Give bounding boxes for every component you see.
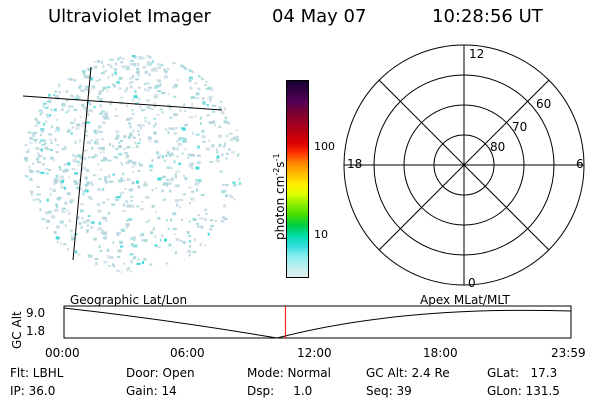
colorbar-tick-100: 100 — [314, 140, 335, 153]
gc-alt-field: GC Alt: 2.4 Re — [366, 366, 450, 380]
colorbar-label-s: s — [273, 161, 287, 168]
ip-field: IP: 36.0 — [10, 384, 56, 398]
colorbar-tick-10: 10 — [314, 228, 328, 241]
gain-field: Gain: 14 — [126, 384, 177, 398]
colorbar-gradient — [287, 81, 308, 277]
colorbar — [286, 80, 309, 278]
timeline-frame — [63, 305, 572, 339]
mlt-label-12: 12 — [469, 47, 485, 61]
mlt-label-18: 18 — [347, 157, 363, 171]
y-tick-1-8: 1.8 — [26, 324, 46, 338]
x-tick-0000: 00:00 — [45, 346, 80, 360]
observation-date: 04 May 07 — [272, 6, 367, 27]
uv-image-dots — [23, 55, 242, 273]
polar-ring-outer — [343, 44, 585, 286]
graticule-line-horizontal — [22, 95, 223, 111]
x-tick-1800: 18:00 — [423, 346, 458, 360]
polar-ring-70 — [403, 104, 525, 226]
polar-diagonal-2 — [378, 79, 550, 251]
dsp-field: Dsp: 1.0 — [247, 384, 313, 398]
colorbar-label-exp2: -1 — [272, 153, 281, 162]
x-tick-2359: 23:59 — [551, 346, 586, 360]
altitude-curve — [63, 307, 572, 339]
graticule-line-vertical — [72, 66, 92, 261]
apex-mlat-mlt-label: Apex MLat/MLT — [420, 293, 510, 307]
colorbar-axis-label: photon cm-2s-1 — [272, 153, 287, 240]
geographic-latlon-label: Geographic Lat/Lon — [70, 293, 188, 307]
flt-field: Flt: LBHL — [10, 366, 64, 380]
colorbar-label-base: photon cm — [273, 175, 287, 240]
seq-field: Seq: 39 — [366, 384, 412, 398]
door-field: Door: Open — [126, 366, 195, 380]
polar-ring-80 — [433, 134, 495, 196]
lat-label-70: 70 — [512, 120, 528, 134]
glon-field: GLon: 131.5 — [487, 384, 560, 398]
polar-ring-60 — [373, 74, 555, 256]
glat-field: GLat: 17.3 — [487, 366, 558, 380]
lat-label-60: 60 — [536, 97, 552, 111]
mlt-label-6: 6 — [576, 157, 584, 171]
lat-label-80: 80 — [490, 140, 506, 154]
x-tick-1200: 12:00 — [297, 346, 332, 360]
y-tick-9: 9.0 — [26, 306, 46, 320]
colorbar-label-exp1: -2 — [272, 167, 281, 176]
mlt-label-0: 0 — [468, 276, 476, 290]
gc-alt-axis-title: GC Alt — [10, 311, 24, 349]
mode-field: Mode: Normal — [247, 366, 331, 380]
instrument-title: Ultraviolet Imager — [48, 6, 211, 27]
observation-time: 10:28:56 UT — [432, 6, 543, 27]
polar-diagonal-1 — [378, 79, 550, 251]
x-tick-0600: 06:00 — [170, 346, 205, 360]
